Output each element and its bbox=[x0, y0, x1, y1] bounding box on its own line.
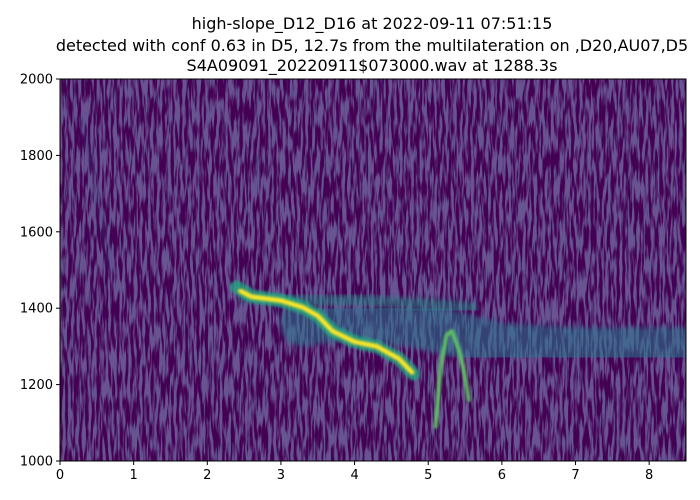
band-mark-0 bbox=[280, 292, 686, 374]
y-tick-label: 1600 bbox=[20, 225, 53, 240]
whistle-mark-5 bbox=[433, 329, 471, 429]
title-line-3: S4A09091_20220911$073000.wav at 1288.3s bbox=[187, 56, 558, 76]
whistle-mark-4 bbox=[238, 288, 415, 375]
x-tick-label: 4 bbox=[350, 468, 358, 483]
title: high-slope_D12_D16 at 2022-09-11 07:51:1… bbox=[56, 14, 688, 76]
y-tick-label: 1400 bbox=[20, 302, 53, 317]
y-tick-label: 1200 bbox=[20, 378, 53, 393]
x-tick-label: 8 bbox=[645, 468, 653, 483]
spot-mark-8 bbox=[254, 154, 258, 187]
y-tick-label: 2000 bbox=[20, 73, 53, 88]
x-tick-label: 6 bbox=[498, 468, 506, 483]
band-mark-2 bbox=[80, 115, 114, 272]
y-tick-label: 1800 bbox=[20, 149, 53, 164]
x-tick-label: 2 bbox=[203, 468, 211, 483]
background-noise bbox=[60, 79, 686, 461]
title-line-1: high-slope_D12_D16 at 2022-09-11 07:51:1… bbox=[192, 14, 553, 34]
x-tick-label: 0 bbox=[56, 468, 64, 483]
x-tick-label: 3 bbox=[277, 468, 285, 483]
plot-frame bbox=[59, 78, 687, 462]
y-tick-label: 1000 bbox=[20, 455, 53, 470]
x-tick-label: 5 bbox=[424, 468, 432, 483]
x-tick-label: 1 bbox=[130, 468, 138, 483]
x-tick-label: 7 bbox=[571, 468, 579, 483]
title-line-2: detected with conf 0.63 in D5, 12.7s fro… bbox=[56, 36, 688, 55]
